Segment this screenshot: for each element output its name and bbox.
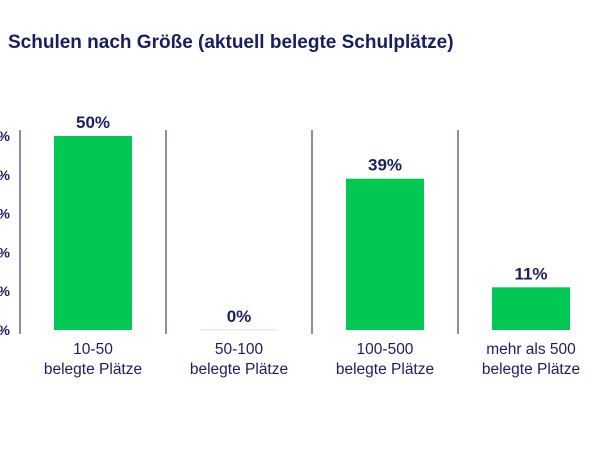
data-label: 11% (514, 264, 547, 283)
x-tick-label-line: belegte Plätze (43, 361, 143, 378)
bar (54, 136, 132, 330)
chart-title: Schulen nach Größe (aktuell belegte Schu… (8, 32, 454, 53)
x-tick-label-line: belegte Plätze (189, 361, 289, 378)
x-tick-label: 50-100 belegte Plätze (166, 340, 312, 380)
x-tick-label-line: 100-500 (356, 341, 414, 358)
x-tick-label: 10-50 belegte Plätze (20, 340, 166, 380)
y-tick-label: % (0, 167, 11, 183)
x-tick-label-line: belegte Plätze (335, 361, 435, 378)
y-tick-label: % (0, 206, 11, 222)
x-tick-label-line: belegte Plätze (481, 361, 581, 378)
y-tick-label: % (0, 283, 11, 299)
x-tick-label: 100-500 belegte Plätze (312, 340, 458, 380)
x-tick-label-line: 10-50 (73, 341, 113, 358)
data-label: 0% (227, 307, 252, 326)
bar (346, 178, 424, 330)
data-label: 39% (368, 156, 402, 175)
x-tick-label-line: 50-100 (214, 341, 264, 358)
data-label: 50% (76, 113, 110, 132)
y-tick-label: % (0, 322, 11, 338)
x-tick-label: mehr als 500 belegte Plätze (458, 340, 599, 380)
y-tick-label: % (0, 128, 11, 144)
y-tick-label: % (0, 244, 11, 260)
bar (492, 287, 570, 330)
x-tick-label-line: mehr als 500 (486, 341, 576, 358)
